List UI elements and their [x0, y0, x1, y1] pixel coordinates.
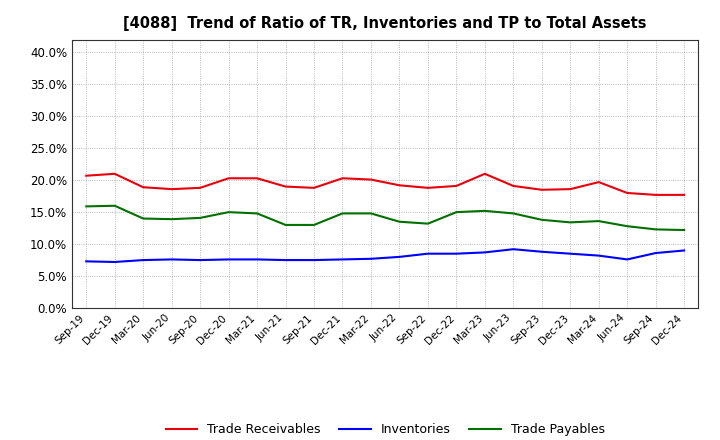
Trade Payables — [652, 227, 660, 232]
Inventories — [623, 257, 631, 262]
Trade Receivables — [480, 171, 489, 176]
Inventories — [196, 257, 204, 263]
Trade Payables — [480, 208, 489, 213]
Trade Receivables — [537, 187, 546, 192]
Trade Payables — [623, 224, 631, 229]
Trade Receivables — [310, 185, 318, 191]
Trade Payables — [110, 203, 119, 209]
Inventories — [452, 251, 461, 257]
Inventories — [225, 257, 233, 262]
Trade Receivables — [452, 183, 461, 189]
Inventories — [537, 249, 546, 254]
Line: Trade Payables: Trade Payables — [86, 206, 684, 230]
Trade Receivables — [509, 183, 518, 189]
Trade Payables — [566, 220, 575, 225]
Trade Receivables — [595, 180, 603, 185]
Inventories — [110, 259, 119, 264]
Inventories — [253, 257, 261, 262]
Trade Payables — [139, 216, 148, 221]
Trade Payables — [423, 221, 432, 226]
Trade Payables — [595, 218, 603, 224]
Inventories — [310, 257, 318, 263]
Trade Payables — [196, 215, 204, 220]
Trade Receivables — [167, 187, 176, 192]
Line: Inventories: Inventories — [86, 249, 684, 262]
Trade Receivables — [196, 185, 204, 191]
Trade Payables — [680, 227, 688, 233]
Trade Receivables — [423, 185, 432, 191]
Trade Receivables — [110, 171, 119, 176]
Inventories — [680, 248, 688, 253]
Trade Receivables — [623, 191, 631, 196]
Trade Payables — [310, 222, 318, 227]
Trade Payables — [509, 211, 518, 216]
Trade Payables — [452, 209, 461, 215]
Inventories — [509, 246, 518, 252]
Trade Payables — [338, 211, 347, 216]
Line: Trade Receivables: Trade Receivables — [86, 174, 684, 195]
Inventories — [423, 251, 432, 257]
Trade Payables — [82, 204, 91, 209]
Inventories — [480, 250, 489, 255]
Trade Receivables — [282, 184, 290, 189]
Trade Receivables — [139, 185, 148, 190]
Trade Receivables — [253, 176, 261, 181]
Trade Receivables — [652, 192, 660, 198]
Inventories — [366, 256, 375, 261]
Inventories — [595, 253, 603, 258]
Trade Payables — [366, 211, 375, 216]
Inventories — [652, 250, 660, 256]
Trade Payables — [167, 216, 176, 222]
Trade Payables — [537, 217, 546, 223]
Trade Receivables — [680, 192, 688, 198]
Inventories — [167, 257, 176, 262]
Trade Payables — [282, 222, 290, 227]
Trade Payables — [395, 219, 404, 224]
Trade Receivables — [566, 187, 575, 192]
Legend: Trade Receivables, Inventories, Trade Payables: Trade Receivables, Inventories, Trade Pa… — [161, 418, 610, 440]
Trade Payables — [253, 211, 261, 216]
Trade Receivables — [366, 177, 375, 182]
Trade Receivables — [395, 183, 404, 188]
Inventories — [338, 257, 347, 262]
Trade Receivables — [338, 176, 347, 181]
Trade Receivables — [82, 173, 91, 178]
Inventories — [566, 251, 575, 257]
Inventories — [395, 254, 404, 260]
Inventories — [139, 257, 148, 263]
Trade Payables — [225, 209, 233, 215]
Trade Receivables — [225, 176, 233, 181]
Title: [4088]  Trend of Ratio of TR, Inventories and TP to Total Assets: [4088] Trend of Ratio of TR, Inventories… — [123, 16, 647, 32]
Inventories — [82, 259, 91, 264]
Inventories — [282, 257, 290, 263]
